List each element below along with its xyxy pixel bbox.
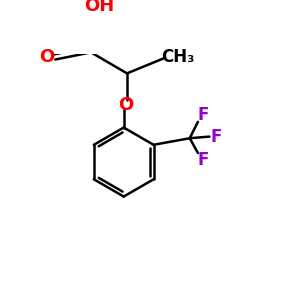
Text: O: O (39, 48, 54, 66)
Text: F: F (210, 128, 222, 146)
Text: OH: OH (84, 0, 114, 15)
Text: O: O (118, 96, 133, 114)
Text: CH₃: CH₃ (161, 48, 195, 66)
Text: F: F (197, 106, 208, 124)
Text: F: F (197, 151, 208, 169)
